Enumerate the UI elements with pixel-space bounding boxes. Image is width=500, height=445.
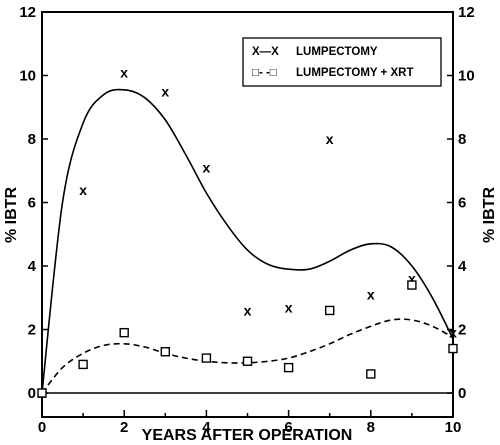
- series-fit-curve-0: [41, 88, 454, 394]
- series-0-point-6: x: [285, 299, 293, 315]
- series-0-point-1: x: [79, 182, 87, 198]
- series-0-point-9: x: [408, 271, 416, 287]
- series-1-point-0: [37, 388, 47, 398]
- series-1-point-1: [78, 359, 88, 370]
- y-tick-label-left-4: 4: [28, 258, 37, 275]
- series-1-point-6: [283, 362, 294, 373]
- y-tick-label-right-12: 12: [458, 4, 475, 21]
- curves: [41, 88, 454, 394]
- legend-symbol-lumpectomy-xrt: □- -□: [252, 67, 277, 79]
- series-0-point-3: x: [161, 83, 169, 99]
- series-0-point-5: x: [244, 302, 252, 318]
- y-tick-label-left-6: 6: [28, 195, 36, 212]
- y-tick-label-right-0: 0: [458, 385, 466, 402]
- y-tick-label-left-8: 8: [28, 131, 36, 148]
- x-tick-label-8: 8: [367, 419, 375, 436]
- y-tick-label-right-4: 4: [458, 258, 467, 275]
- y-tick-label-right-8: 8: [458, 131, 466, 148]
- y-axis-title-right: % IBTR: [481, 187, 498, 243]
- series-0-point-2: x: [120, 64, 128, 80]
- y-axis-title-left: % IBTR: [3, 187, 20, 243]
- series-1-point-10: [448, 343, 458, 354]
- legend-box: [242, 37, 442, 87]
- series-0-point-10: x: [449, 325, 457, 341]
- x-axis-title: YEARS AFTER OPERATION: [142, 427, 353, 444]
- legend-label-lumpectomy-xrt: LUMPECTOMY + XRT: [296, 67, 413, 79]
- legend-symbol-lumpectomy: X—X: [252, 46, 279, 58]
- legend-item-lumpectomy: X—X LUMPECTOMY: [252, 46, 378, 58]
- y-tick-label-left-2: 2: [28, 322, 36, 339]
- y-tick-label-right-2: 2: [458, 322, 466, 339]
- y-tick-label-left-10: 10: [19, 68, 36, 85]
- y-tick-label-left-0: 0: [28, 385, 36, 402]
- y-tick-label-right-6: 6: [458, 195, 466, 212]
- series-1-point-4: [201, 353, 212, 363]
- series-1-point-2: [119, 327, 129, 338]
- x-tick-label-2: 2: [120, 419, 128, 436]
- series-1-point-7: [325, 305, 335, 316]
- x-tick-label-6: 6: [284, 419, 292, 436]
- series-0-point-7: x: [326, 131, 334, 147]
- series-0-point-4: x: [203, 160, 211, 176]
- markers: xxxxxxxxxxx: [37, 64, 458, 401]
- y-tick-label-left-12: 12: [19, 4, 36, 21]
- x-tick-label-10: 10: [445, 419, 462, 436]
- x-tick-label-4: 4: [202, 419, 211, 436]
- legend: X—X LUMPECTOMY □- -□ LUMPECTOMY + XRT: [242, 37, 442, 87]
- legend-item-lumpectomy-xrt: □- -□ LUMPECTOMY + XRT: [252, 67, 413, 79]
- series-1-point-3: [160, 347, 171, 357]
- y-tick-label-right-10: 10: [458, 68, 475, 85]
- series-1-point-8: [366, 369, 376, 379]
- series-1-point-9: [407, 280, 417, 290]
- legend-label-lumpectomy: LUMPECTOMY: [296, 46, 378, 58]
- series-fit-curve-1: [41, 318, 454, 394]
- x-tick-label-0: 0: [38, 419, 46, 436]
- series-0-point-8: x: [367, 287, 375, 303]
- series-1-point-5: [242, 356, 253, 366]
